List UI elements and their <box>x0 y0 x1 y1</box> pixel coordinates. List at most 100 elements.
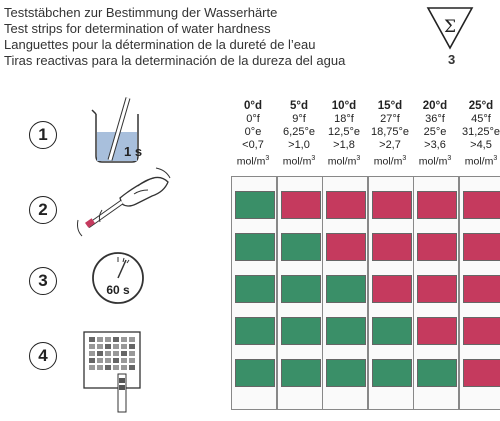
mini-grid-cell <box>89 337 95 342</box>
mini-grid-cell <box>121 358 127 363</box>
column-header: 0°d 0°f 0°e <0,7 mol/m3 <box>230 100 276 169</box>
german-degree-label: 15°d <box>377 100 403 112</box>
mini-grid-cell <box>89 351 95 356</box>
mini-grid-cell <box>89 358 95 363</box>
range-label: <0,7 <box>242 139 264 151</box>
french-degree-label: 27°f <box>380 113 400 125</box>
step1-time-label: 1 s <box>124 144 142 159</box>
test-strip-column <box>459 176 500 410</box>
english-degree-label: 18,75°e <box>370 126 410 138</box>
column-header: 5°d 9°f 6,25°e >1,0 mol/m3 <box>276 100 322 169</box>
green-color-pad <box>372 317 412 345</box>
stopwatch-icon: 60 s <box>92 252 144 304</box>
mini-grid-cell <box>113 351 119 356</box>
sigma-count: 3 <box>448 52 456 67</box>
red-color-pad <box>463 317 500 345</box>
range-label: >4,5 <box>470 139 492 151</box>
green-color-pad <box>235 317 275 345</box>
range-label: >1,8 <box>333 139 355 151</box>
mini-grid-cell <box>129 344 135 349</box>
french-degree-label: 36°f <box>425 113 445 125</box>
green-color-pad <box>235 191 275 219</box>
red-color-pad <box>417 317 457 345</box>
column-header: 15°d 27°f 18,75°e >2,7 mol/m3 <box>367 100 413 169</box>
german-degree-label: 20°d <box>422 100 448 112</box>
red-color-pad <box>417 233 457 261</box>
sigma-triangle-icon: Σ <box>426 7 474 50</box>
sigma-symbol: Σ <box>444 17 456 37</box>
english-degree-label: 6,25°e <box>283 126 315 138</box>
green-color-pad <box>281 359 321 387</box>
red-color-pad <box>372 275 412 303</box>
mini-grid-cell <box>129 337 135 342</box>
green-color-pad <box>235 233 275 261</box>
green-color-pad <box>235 359 275 387</box>
red-color-pad <box>417 275 457 303</box>
step3-time-label: 60 s <box>106 283 130 297</box>
green-color-pad <box>326 275 366 303</box>
mini-grid-cell <box>129 365 135 370</box>
unit-label: mol/m3 <box>236 155 270 168</box>
red-color-pad <box>372 191 412 219</box>
green-color-pad <box>235 275 275 303</box>
mini-grid-cell <box>97 344 103 349</box>
mini-grid-cell <box>121 351 127 356</box>
mini-grid-cell <box>121 344 127 349</box>
range-label: >2,7 <box>379 139 401 151</box>
mini-grid-cell <box>121 365 127 370</box>
german-degree-label: 0°d <box>243 100 263 112</box>
title-spanish: Tiras reactivas para la determinación de… <box>4 53 346 68</box>
test-strip-column <box>368 176 414 410</box>
red-color-pad <box>417 191 457 219</box>
green-color-pad <box>326 317 366 345</box>
green-color-pad <box>281 233 321 261</box>
mini-grid-cell <box>105 344 111 349</box>
english-degree-label: 12,5°e <box>328 126 360 138</box>
column-header: 25°d 45°f 31,25°e >4,5 mol/m3 <box>458 100 500 169</box>
unit-label: mol/m3 <box>327 155 361 168</box>
column-header: 10°d 18°f 12,5°e >1,8 mol/m3 <box>321 100 367 169</box>
french-degree-label: 18°f <box>334 113 354 125</box>
mini-grid-cell <box>89 344 95 349</box>
hand-shaking-strip-icon <box>77 167 171 237</box>
green-color-pad <box>372 359 412 387</box>
red-color-pad <box>281 191 321 219</box>
range-label: >3,6 <box>424 139 446 151</box>
red-color-pad <box>463 191 500 219</box>
mini-grid-cell <box>89 365 95 370</box>
column-header: 20°d 36°f 25°e >3,6 mol/m3 <box>412 100 458 169</box>
mini-grid-cell <box>97 365 103 370</box>
english-degree-label: 31,25°e <box>461 126 500 138</box>
title-english: Test strips for determination of water h… <box>4 21 271 36</box>
german-degree-label: 25°d <box>468 100 494 112</box>
mini-grid-cell <box>129 351 135 356</box>
mini-grid-cell <box>105 358 111 363</box>
unit-label: mol/m3 <box>418 155 452 168</box>
mini-grid-cell <box>105 351 111 356</box>
german-degree-label: 5°d <box>289 100 309 112</box>
unit-label: mol/m3 <box>373 155 407 168</box>
green-color-pad <box>417 359 457 387</box>
step-number-3: 3 <box>29 267 57 295</box>
german-degree-label: 10°d <box>331 100 357 112</box>
range-label: >1,0 <box>288 139 310 151</box>
test-strip-column <box>277 176 323 410</box>
beaker-with-strip-icon: 1 s <box>91 97 142 163</box>
mini-grid-cell <box>97 351 103 356</box>
mini-grid-cell <box>121 337 127 342</box>
red-color-pad <box>463 233 500 261</box>
unit-label: mol/m3 <box>464 155 498 168</box>
mini-grid-cell <box>105 365 111 370</box>
mini-grid-cell <box>113 337 119 342</box>
test-strip-column <box>231 176 277 410</box>
red-color-pad <box>372 233 412 261</box>
french-degree-label: 9°f <box>292 113 306 125</box>
mini-grid-cell <box>97 358 103 363</box>
title-german: Teststäbchen zur Bestimmung der Wasserhä… <box>4 5 278 20</box>
red-color-pad <box>463 359 500 387</box>
title-block: Teststäbchen zur Bestimmung der Wasserhä… <box>4 5 434 69</box>
french-degree-label: 45°f <box>471 113 491 125</box>
test-strip-column <box>413 176 459 410</box>
color-chart-compare-icon <box>83 331 141 413</box>
red-color-pad <box>463 275 500 303</box>
